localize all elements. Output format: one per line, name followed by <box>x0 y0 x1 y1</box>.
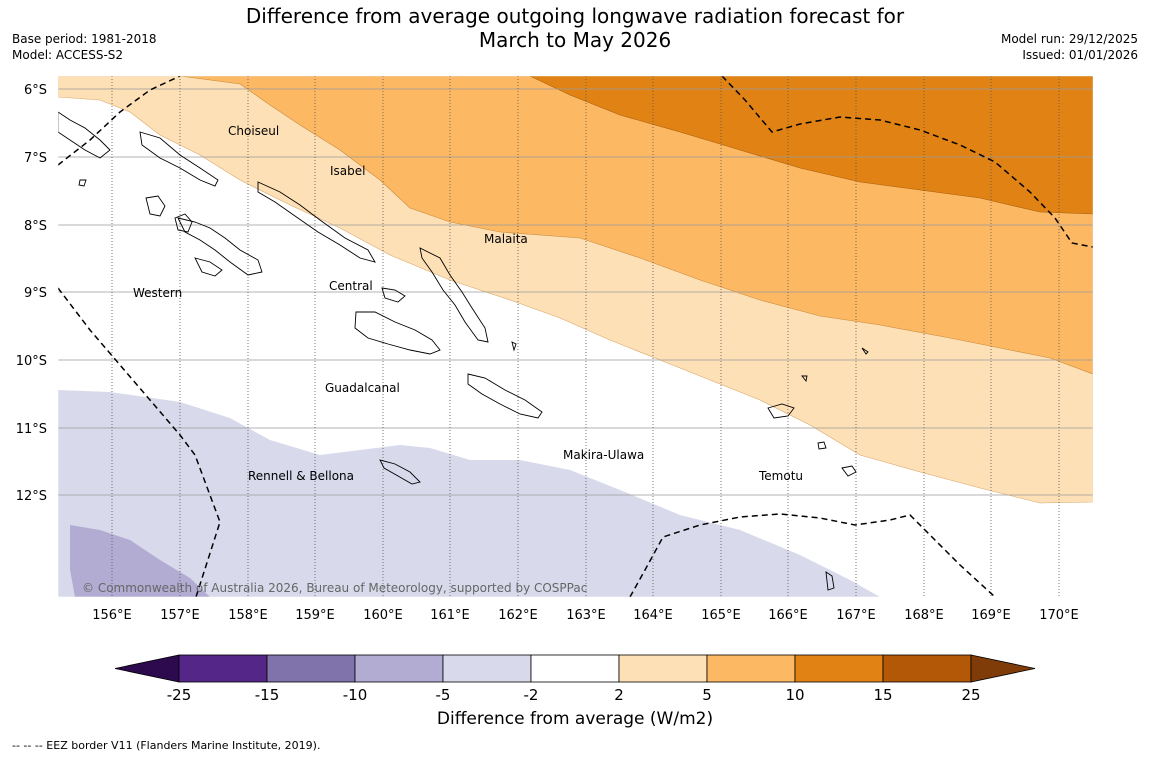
colorbar-tick: 15 <box>873 686 892 704</box>
island-vella-lavella <box>145 195 166 217</box>
colorbar-title: Difference from average (W/m2) <box>436 709 714 729</box>
lon-label: 160°E <box>363 608 403 623</box>
band-minus-5-to-minus-10 <box>70 525 210 597</box>
island-vanikoro <box>841 465 857 477</box>
graticule <box>58 88 1093 496</box>
island-santa-cruz <box>767 403 795 419</box>
province-isabel: Isabel <box>330 164 365 178</box>
island-rennell <box>379 459 421 485</box>
colorbar-extend-low <box>114 654 180 683</box>
island-new-georgia <box>177 217 263 276</box>
island-santa-isabel <box>257 181 376 263</box>
band-10-to-15 <box>529 76 1093 215</box>
model-name: Model: ACCESS-S2 <box>12 48 124 62</box>
lon-label: 170°E <box>1039 608 1079 623</box>
colorbar-tick: 25 <box>961 686 980 704</box>
island-small-4 <box>78 179 87 187</box>
map-title: Difference from average outgoing longwav… <box>0 4 1150 52</box>
colorbar-tick: -25 <box>167 686 192 704</box>
lon-label: 165°E <box>701 608 741 623</box>
colorbar-swatch <box>618 654 708 683</box>
island-guadalcanal <box>354 311 441 355</box>
colorbar-swatch <box>530 654 620 683</box>
island-malaita <box>419 247 489 343</box>
lon-label: 157°E <box>160 608 200 623</box>
copyright-notice: © Commonwealth of Australia 2026, Bureau… <box>82 581 587 595</box>
colorbar-tick: -2 <box>524 686 539 704</box>
colorbar-swatch <box>266 654 356 683</box>
colorbar-ticks: -25 -15 -10 -5 -2 2 5 10 15 25 <box>167 686 981 704</box>
lon-label: 158°E <box>228 608 268 623</box>
lon-label: 163°E <box>566 608 606 623</box>
map-frame <box>57 75 1094 598</box>
lat-label: 8°S <box>24 219 47 234</box>
island-small-3 <box>511 341 517 352</box>
island-anuta <box>825 571 835 591</box>
lat-label: 10°S <box>16 354 47 369</box>
colorbar: -25 -15 -10 -5 -2 2 5 10 15 25 <box>114 654 1036 704</box>
lon-label: 161°E <box>430 608 470 623</box>
run-info: Model run: 29/12/2025 Issued: 01/01/2026 <box>1001 31 1138 63</box>
colorbar-tick: -10 <box>343 686 368 704</box>
eez-border <box>58 76 1093 597</box>
province-rennell-bellona: Rennell & Bellona <box>248 469 354 483</box>
base-period: Base period: 1981-2018 <box>12 32 157 46</box>
colorbar-extend-high <box>970 654 1036 683</box>
lat-label: 11°S <box>16 422 47 437</box>
band-minus-2-to-minus-5 <box>58 390 880 597</box>
lat-label: 7°S <box>24 151 47 166</box>
colorbar-swatches <box>114 654 1036 683</box>
title-line-1: Difference from average outgoing longwav… <box>245 4 905 28</box>
lon-label: 168°E <box>904 608 944 623</box>
lon-label: 156°E <box>92 608 132 623</box>
colorbar-swatch <box>354 654 444 683</box>
lon-label: 162°E <box>498 608 538 623</box>
colorbar-tick: -5 <box>436 686 451 704</box>
coastlines <box>58 111 869 591</box>
colorbar-swatch <box>706 654 796 683</box>
province-labels: Choiseul Isabel Malaita Central Western … <box>133 124 803 483</box>
colorbar-swatch <box>882 654 972 683</box>
map-plot-area: Choiseul Isabel Malaita Central Western … <box>58 76 1093 597</box>
longitude-axis: 156°E 157°E 158°E 159°E 160°E 161°E 162°… <box>92 608 1079 623</box>
island-bougainville <box>58 111 111 159</box>
province-malaita: Malaita <box>484 232 528 246</box>
province-western: Western <box>133 286 182 300</box>
colorbar-tick: -15 <box>255 686 280 704</box>
island-makira <box>467 373 543 419</box>
lon-label: 164°E <box>633 608 673 623</box>
colorbar-tick: 5 <box>702 686 712 704</box>
lon-label: 169°E <box>971 608 1011 623</box>
province-guadalcanal: Guadalcanal <box>325 381 400 395</box>
issued-date: Issued: 01/01/2026 <box>1022 48 1138 62</box>
province-central: Central <box>329 279 373 293</box>
island-small-2 <box>861 347 869 355</box>
lon-label: 167°E <box>836 608 876 623</box>
island-kolombangara <box>174 213 193 233</box>
colorbar-swatch <box>794 654 884 683</box>
map-figure: Choiseul Isabel Malaita Central Western … <box>16 75 1094 623</box>
island-rendova <box>194 257 223 277</box>
island-florida <box>381 287 406 303</box>
island-utupua <box>817 441 827 450</box>
colorbar-swatch <box>178 654 268 683</box>
lon-label: 159°E <box>295 608 335 623</box>
lat-label: 6°S <box>24 83 47 98</box>
model-run-date: Model run: 29/12/2025 <box>1000 32 1138 46</box>
province-temotu: Temotu <box>758 469 803 483</box>
model-info: Base period: 1981-2018 Model: ACCESS-S2 <box>12 31 157 63</box>
colorbar-tick: 2 <box>614 686 624 704</box>
lon-label: 166°E <box>768 608 808 623</box>
island-choiseul <box>139 131 219 187</box>
lat-label: 12°S <box>16 489 47 504</box>
lat-label: 9°S <box>24 286 47 301</box>
colorbar-swatch <box>442 654 532 683</box>
island-small-1 <box>801 375 808 383</box>
title-line-2: March to May 2026 <box>478 28 672 52</box>
province-makira-ulawa: Makira-Ulawa <box>563 448 644 462</box>
latitude-axis: 6°S 7°S 8°S 9°S 10°S 11°S 12°S <box>16 83 47 504</box>
colorbar-tick: 10 <box>785 686 804 704</box>
eez-legend-note: -- -- -- EEZ border V11 (Flanders Marine… <box>12 739 321 752</box>
province-choiseul: Choiseul <box>228 124 279 138</box>
